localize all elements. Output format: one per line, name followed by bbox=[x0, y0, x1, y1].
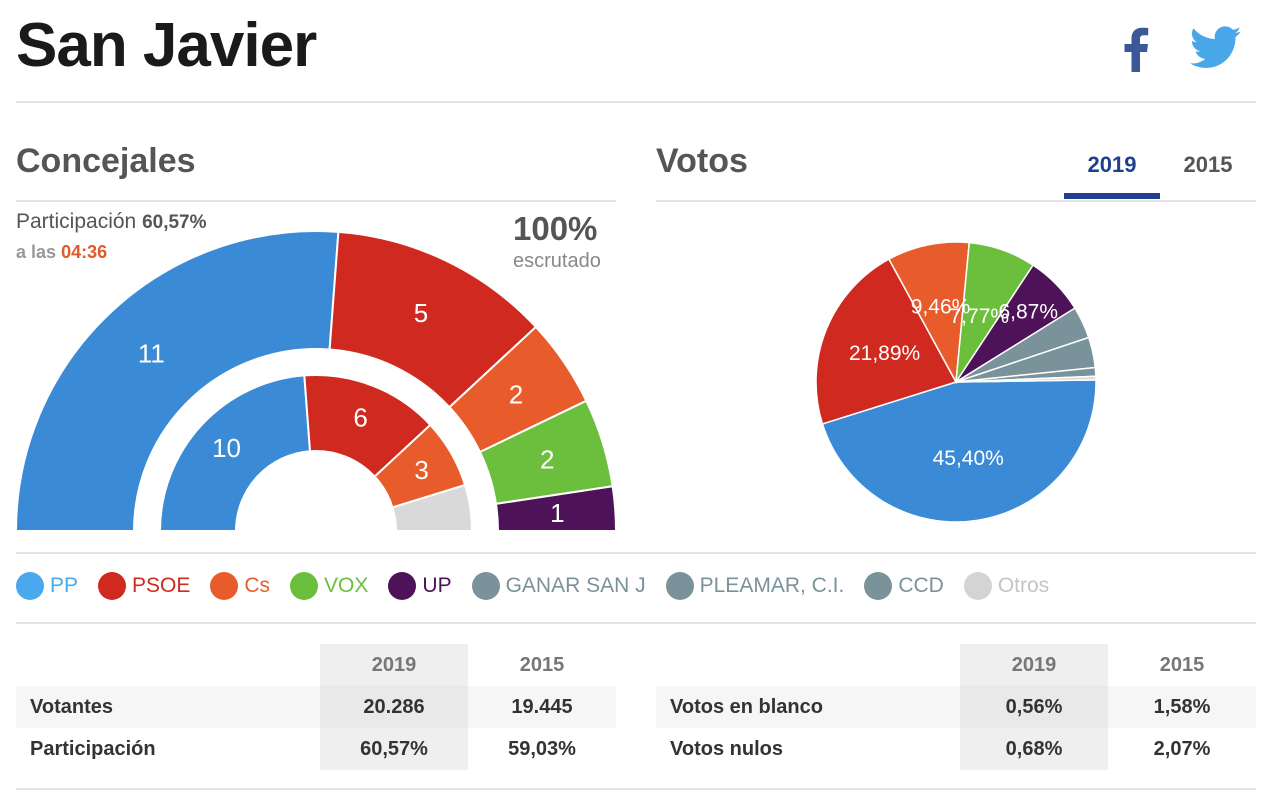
legend-label: CCD bbox=[898, 574, 944, 597]
legend-item[interactable]: PP bbox=[16, 572, 78, 600]
legend-dot bbox=[963, 572, 992, 600]
legend-item[interactable]: Cs bbox=[210, 572, 270, 600]
scrutiny-label: escrutado bbox=[513, 250, 601, 272]
facebook-icon[interactable] bbox=[1120, 26, 1154, 74]
pie-slice-pp bbox=[821, 379, 1097, 523]
seat-label: 2 bbox=[540, 445, 554, 475]
legend-dot bbox=[210, 572, 239, 600]
legend-dot bbox=[290, 572, 319, 600]
legend-dot bbox=[16, 572, 44, 600]
legend-bottom-divider bbox=[16, 622, 1256, 624]
seat-arc-up bbox=[494, 485, 618, 532]
legend-item[interactable]: VOX bbox=[290, 572, 368, 600]
row-label: Votantes bbox=[16, 686, 320, 728]
pie-slice-otros bbox=[955, 375, 1097, 383]
cell-value: 2,07% bbox=[1153, 737, 1211, 760]
table-row: Votos nulos 0,68% 2,07% bbox=[656, 728, 1256, 770]
pie-label: 6,87% bbox=[998, 301, 1058, 324]
seat-label: 2 bbox=[509, 380, 523, 410]
legend-label: PP bbox=[50, 574, 79, 597]
pie-slice-cs bbox=[887, 241, 971, 385]
pie-label: 21,89% bbox=[849, 342, 920, 365]
legend-item[interactable]: Otros bbox=[963, 572, 1050, 600]
votes-pie-chart: 45,40% 21,89% 9,46%7,77%6,87% bbox=[815, 241, 1097, 523]
turnout-table: 2019 2015 Votantes 20.286 19.445 Partici… bbox=[16, 644, 616, 770]
participation-text: Participación 60,57% bbox=[16, 210, 207, 234]
header-divider bbox=[16, 101, 1256, 103]
legend-dot bbox=[471, 572, 500, 600]
tab-2019[interactable]: 2019 bbox=[1087, 152, 1137, 177]
legend-label: Otros bbox=[997, 574, 1050, 597]
legend-item[interactable]: UP bbox=[388, 572, 452, 600]
cell-value: 0,56% bbox=[960, 686, 1108, 728]
seat-arc-otros bbox=[391, 483, 474, 532]
year-header: 2019 bbox=[320, 644, 468, 686]
year-header: 2015 bbox=[519, 653, 565, 676]
row-label: Votos nulos bbox=[670, 737, 783, 760]
legend-item[interactable]: GANAR SAN J bbox=[471, 572, 646, 600]
legend-item[interactable]: PLEAMAR, C.I. bbox=[665, 572, 845, 600]
participation-label: Participación bbox=[16, 210, 137, 233]
legend-item[interactable]: CCD bbox=[864, 572, 944, 600]
table-header-row: 2019 2015 bbox=[16, 644, 616, 686]
table-header-row: 2019 2015 bbox=[656, 644, 1256, 686]
year-header: 2015 bbox=[1159, 653, 1205, 676]
chart-legend: PP PSOE Cs VOX UP GANAR SAN J PLEAMAR, C.I. CCD… bbox=[16, 572, 1069, 600]
participation-value: 60,57% bbox=[142, 212, 207, 233]
update-time-value: 04:36 bbox=[61, 242, 108, 262]
row-label: Votos en blanco bbox=[656, 686, 960, 728]
seat-label: 1 bbox=[550, 498, 564, 528]
legend-dot bbox=[98, 572, 127, 600]
year-header: 2019 bbox=[960, 644, 1108, 686]
cell-value: 20.286 bbox=[320, 686, 468, 728]
pie-slice-psoe bbox=[815, 258, 958, 425]
row-label: Participación bbox=[30, 737, 156, 760]
scrutiny-percent: 100% bbox=[513, 210, 598, 247]
legend-label: Cs bbox=[244, 574, 271, 597]
votos-divider bbox=[656, 200, 1256, 202]
cell-value: 59,03% bbox=[508, 737, 576, 760]
concejales-title: Concejales bbox=[16, 142, 196, 180]
twitter-icon[interactable] bbox=[1190, 26, 1242, 70]
tab-2015[interactable]: 2015 bbox=[1183, 152, 1233, 177]
seat-label: 5 bbox=[414, 298, 428, 328]
legend-item[interactable]: PSOE bbox=[98, 572, 190, 600]
legend-label: PLEAMAR, C.I. bbox=[699, 574, 845, 597]
legend-dot bbox=[864, 572, 893, 600]
seat-label: 11 bbox=[138, 339, 165, 369]
seat-label: 6 bbox=[353, 402, 367, 432]
pie-label: 9,46% bbox=[911, 296, 971, 319]
table-row: Participación 60,57% 59,03% bbox=[16, 728, 616, 770]
pie-label: 7,77% bbox=[950, 305, 1010, 328]
legend-dot bbox=[388, 572, 417, 600]
pie-label: 45,40% bbox=[933, 447, 1004, 470]
page-title: San Javier bbox=[16, 11, 317, 80]
seat-arc-pp bbox=[14, 230, 340, 532]
legend-label: GANAR SAN J bbox=[505, 574, 646, 597]
cell-value: 1,58% bbox=[1108, 686, 1256, 728]
concejales-divider bbox=[16, 200, 616, 202]
table-row: Votantes 20.286 19.445 bbox=[16, 686, 616, 728]
update-time-prefix: a las bbox=[16, 242, 57, 262]
seat-label: 10 bbox=[212, 433, 241, 463]
table-row: Votos en blanco 0,56% 1,58% bbox=[656, 686, 1256, 728]
legend-top-divider bbox=[16, 552, 1256, 554]
footer-divider bbox=[16, 788, 1256, 790]
cell-value: 60,57% bbox=[320, 728, 468, 770]
cell-value: 19.445 bbox=[468, 686, 616, 728]
legend-label: VOX bbox=[324, 574, 369, 597]
tab-active-underline bbox=[1064, 193, 1160, 199]
seat-arc-pp bbox=[158, 374, 312, 532]
hemicycle-chart: 11 5 2 2 1 10 6 3 bbox=[14, 230, 618, 532]
legend-label: UP bbox=[422, 574, 452, 597]
blank-null-table: 2019 2015 Votos en blanco 0,56% 1,58% Vo… bbox=[656, 644, 1256, 770]
seat-label: 3 bbox=[414, 455, 428, 485]
cell-value: 0,68% bbox=[960, 728, 1108, 770]
update-time: a las 04:36 bbox=[16, 242, 107, 263]
votos-title: Votos bbox=[656, 142, 748, 180]
legend-dot bbox=[665, 572, 694, 600]
legend-label: PSOE bbox=[132, 574, 191, 597]
